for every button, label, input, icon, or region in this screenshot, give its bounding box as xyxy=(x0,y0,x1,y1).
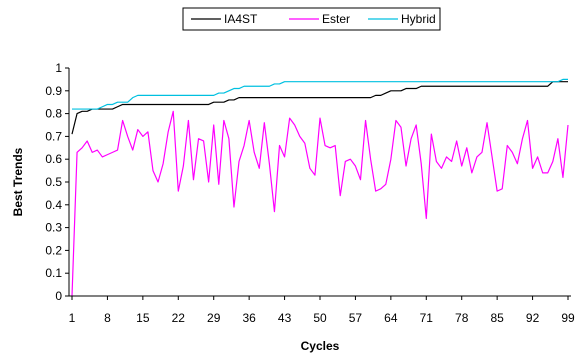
x-tick-label: 8 xyxy=(104,311,111,325)
x-tick-label: 92 xyxy=(526,311,540,325)
chart-legend: IA4ST Ester Hybrid xyxy=(182,7,441,31)
legend-label-ia4st: IA4ST xyxy=(224,12,258,26)
y-axis-title: Best Trends xyxy=(11,147,25,216)
x-tick-label: 29 xyxy=(207,311,221,325)
x-tick-label: 85 xyxy=(490,311,504,325)
series-lines xyxy=(71,78,569,297)
y-tick-label: 0.3 xyxy=(45,221,62,235)
x-tick-label: 57 xyxy=(349,311,363,325)
series-line-ester xyxy=(71,110,569,297)
x-tick-label: 99 xyxy=(561,311,575,325)
x-axis-ticks: 1 8 15 22 29 36 43 50 57 64 71 78 85 92 99 xyxy=(69,296,575,325)
y-tick-label: 0.8 xyxy=(45,107,62,121)
x-tick-label: 1 xyxy=(69,311,76,325)
x-tick-label: 43 xyxy=(278,311,292,325)
x-tick-label: 78 xyxy=(455,311,469,325)
series-line-ia4st xyxy=(71,81,568,135)
x-tick-label: 15 xyxy=(136,311,150,325)
x-tick-label: 71 xyxy=(420,311,434,325)
series-line-hybrid xyxy=(72,78,568,110)
y-tick-label: 0.7 xyxy=(45,129,62,143)
y-axis-ticks: 0 0.1 0.2 0.3 0.4 0.5 0.6 0.7 0.8 0.9 1 xyxy=(45,61,69,303)
y-tick-label: 0.4 xyxy=(45,198,62,212)
legend-label-ester: Ester xyxy=(322,12,350,26)
y-tick-label: 0.1 xyxy=(45,266,62,280)
y-tick-label: 0.9 xyxy=(45,84,62,98)
y-tick-label: 0.5 xyxy=(45,175,62,189)
x-tick-label: 64 xyxy=(384,311,398,325)
legend-label-hybrid: Hybrid xyxy=(401,12,436,26)
y-tick-label: 0.2 xyxy=(45,243,62,257)
x-tick-label: 50 xyxy=(313,311,327,325)
x-axis-title: Cycles xyxy=(301,339,340,353)
y-tick-label: 0.6 xyxy=(45,152,62,166)
y-tick-label: 0 xyxy=(55,289,62,303)
x-tick-label: 36 xyxy=(242,311,256,325)
y-tick-label: 1 xyxy=(55,61,62,75)
x-tick-label: 22 xyxy=(172,311,186,325)
